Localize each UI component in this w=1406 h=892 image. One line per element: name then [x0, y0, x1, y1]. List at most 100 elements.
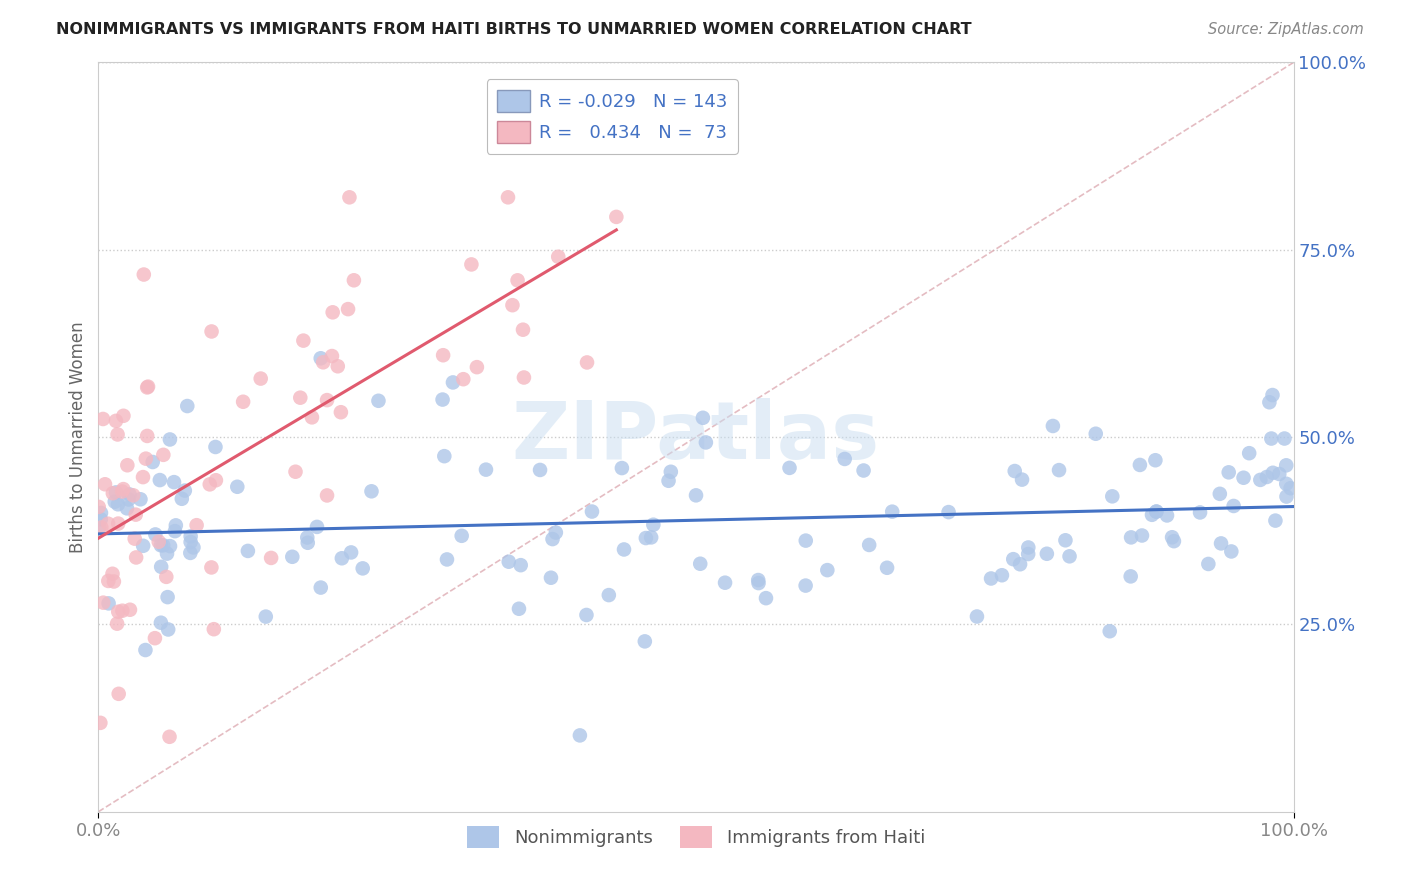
Point	[547, 250, 569, 264]
Point	[1101, 489, 1123, 503]
Point	[1275, 476, 1298, 491]
Point	[966, 609, 988, 624]
Point	[312, 355, 335, 369]
Point	[118, 487, 141, 501]
Point	[205, 473, 228, 487]
Point	[305, 520, 328, 534]
Point	[87, 500, 110, 514]
Point	[112, 482, 135, 496]
Point	[143, 631, 166, 645]
Point	[689, 557, 711, 571]
Point	[284, 465, 307, 479]
Point	[105, 616, 128, 631]
Point	[475, 463, 498, 477]
Point	[136, 380, 159, 394]
Point	[124, 532, 146, 546]
Point	[309, 351, 332, 366]
Point	[991, 568, 1014, 582]
Point	[598, 588, 620, 602]
Point	[292, 334, 315, 348]
Point	[183, 541, 205, 555]
Point	[149, 538, 172, 552]
Point	[150, 559, 173, 574]
Point	[129, 492, 152, 507]
Point	[501, 298, 523, 312]
Point	[204, 440, 226, 454]
Point	[1144, 505, 1167, 519]
Point	[104, 494, 127, 508]
Point	[367, 393, 389, 408]
Point	[163, 475, 186, 490]
Point	[1098, 624, 1121, 639]
Point	[1256, 470, 1278, 484]
Point	[202, 622, 225, 636]
Point	[498, 555, 520, 569]
Point	[1017, 541, 1039, 555]
Point	[657, 474, 679, 488]
Point	[297, 535, 319, 549]
Point	[134, 643, 156, 657]
Point	[176, 399, 198, 413]
Point	[91, 596, 114, 610]
Point	[460, 257, 482, 271]
Text: Source: ZipAtlas.com: Source: ZipAtlas.com	[1208, 22, 1364, 37]
Point	[173, 483, 195, 498]
Point	[156, 547, 179, 561]
Point	[107, 427, 129, 442]
Point	[1260, 432, 1282, 446]
Point	[159, 539, 181, 553]
Point	[105, 485, 128, 500]
Point	[1163, 534, 1185, 549]
Point	[90, 520, 112, 534]
Point	[111, 484, 134, 499]
Point	[450, 529, 472, 543]
Point	[1237, 446, 1260, 460]
Point	[111, 604, 134, 618]
Point	[115, 501, 138, 516]
Point	[1036, 547, 1059, 561]
Point	[882, 505, 904, 519]
Text: ZIPatlas: ZIPatlas	[512, 398, 880, 476]
Point	[1218, 466, 1240, 480]
Text: NONIMMIGRANTS VS IMMIGRANTS FROM HAITI BIRTHS TO UNMARRIED WOMEN CORRELATION CHA: NONIMMIGRANTS VS IMMIGRANTS FROM HAITI B…	[56, 22, 972, 37]
Point	[321, 349, 343, 363]
Point	[441, 376, 464, 390]
Point	[236, 544, 259, 558]
Point	[815, 563, 838, 577]
Point	[1209, 536, 1232, 550]
Point	[1130, 528, 1153, 542]
Point	[513, 370, 536, 384]
Point	[695, 435, 717, 450]
Point	[436, 552, 458, 566]
Point	[135, 451, 157, 466]
Point	[794, 578, 817, 592]
Point	[180, 535, 202, 549]
Point	[340, 545, 363, 559]
Point	[692, 410, 714, 425]
Legend: Nonimmigrants, Immigrants from Haiti: Nonimmigrants, Immigrants from Haiti	[460, 819, 932, 855]
Point	[432, 348, 454, 362]
Point	[540, 571, 562, 585]
Point	[148, 534, 170, 549]
Point	[1017, 547, 1039, 561]
Point	[779, 461, 801, 475]
Point	[529, 463, 551, 477]
Point	[1264, 514, 1286, 528]
Point	[1042, 419, 1064, 434]
Point	[1156, 508, 1178, 523]
Point	[613, 542, 636, 557]
Point	[152, 538, 174, 552]
Point	[254, 609, 277, 624]
Point	[747, 573, 769, 587]
Point	[322, 305, 344, 319]
Point	[544, 525, 567, 540]
Point	[576, 355, 599, 369]
Point	[309, 581, 332, 595]
Point	[90, 512, 112, 526]
Point	[97, 516, 120, 531]
Point	[1011, 473, 1033, 487]
Point	[1279, 481, 1302, 495]
Point	[226, 480, 249, 494]
Point	[1059, 549, 1081, 564]
Point	[132, 268, 155, 282]
